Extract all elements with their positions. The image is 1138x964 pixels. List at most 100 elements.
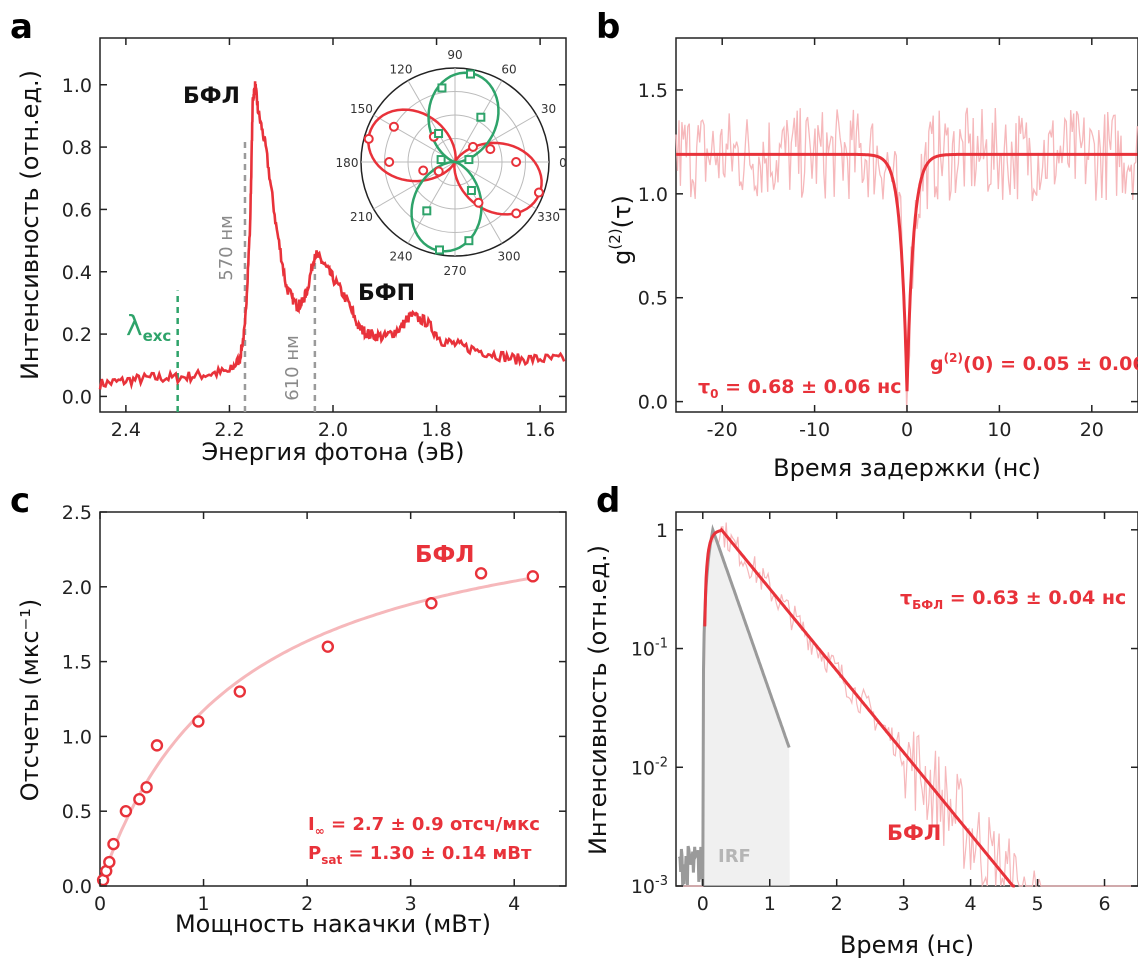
x-tick-label: 1.8 [421, 419, 451, 441]
y-tick-label: 0.0 [62, 876, 92, 898]
polar-inset: 0 30 60 90 120 150 180 210 240 270 300 330 [336, 48, 567, 278]
polar-green-point [436, 155, 446, 165]
ylabel-b: g(2)(τ) [606, 195, 636, 265]
i-inf-annotation: I∞ = 2.7 ± 0.9 отсч/мкс [308, 814, 540, 838]
g2-fit-line [676, 152, 1138, 392]
x-tick-label: 2 [831, 893, 843, 915]
plot-frame-d [675, 511, 1138, 887]
y-tick-label: 0.2 [62, 324, 92, 346]
x-tick-label: 0 [94, 893, 106, 915]
polar-angle-label: 240 [390, 250, 413, 264]
x-tick-label: 20 [1080, 419, 1104, 441]
polar-green-point [434, 129, 444, 139]
tau-bfl-value: = 0.63 ± 0.04 нс [943, 587, 1126, 609]
ylabel-b-main: g [608, 250, 636, 265]
y-tick-label: 1 [656, 520, 668, 542]
saturation-point [150, 739, 164, 752]
g20-value: (0) = 0.05 ± 0.06 [963, 353, 1138, 375]
polar-angle-label: 120 [390, 62, 413, 76]
y-tick-exp: -3 [655, 874, 668, 889]
p-sat-subscript: sat [321, 853, 342, 867]
polar-angle-label: 330 [537, 210, 560, 224]
series-label-c: БФЛ [415, 542, 474, 568]
p-sat-value: = 1.30 ± 0.14 мВт [342, 843, 532, 864]
polar-spoke [454, 114, 537, 163]
i-inf-subscript: ∞ [315, 824, 325, 838]
x-tick-label: 0 [697, 893, 709, 915]
tau0-symbol: τ [698, 376, 710, 398]
y-tick-label: 1.5 [638, 80, 668, 102]
polar-green-point [466, 185, 476, 195]
y-tick-label: 0.5 [62, 801, 92, 823]
y-tick-label: 1.0 [62, 75, 92, 97]
x-tick-label: 2 [301, 893, 313, 915]
g20-sup: (2) [944, 351, 963, 365]
x-tick-label: 10 [987, 419, 1011, 441]
x-tick-label: -20 [707, 419, 738, 441]
y-tick-base: 10 [631, 757, 655, 779]
polar-red-point [511, 208, 522, 219]
tau0-subscript: 0 [710, 387, 718, 401]
panel-label-c: c [10, 481, 30, 521]
ylabel-a: Интенсивность (отн.ед.) [16, 70, 44, 380]
polar-red-point [468, 141, 479, 152]
saturation-point [140, 781, 153, 794]
g20-symbol: g [930, 353, 944, 375]
g20-annotation: g(2)(0) = 0.05 ± 0.06 [930, 351, 1138, 375]
polar-red-point [485, 144, 496, 155]
xlabel-d: Время (нс) [840, 931, 974, 959]
y-tick-label: 10-1 [631, 637, 668, 661]
saturation-point [233, 685, 247, 698]
y-tick-label: 1.0 [62, 726, 92, 748]
xlabel-c: Мощность накачки (мВт) [175, 910, 491, 938]
y-tick-label: 10-2 [631, 755, 668, 779]
y-tick-label: 0.5 [638, 288, 668, 310]
y-tick-label: 0.0 [62, 386, 92, 408]
y-tick-label: 0.6 [62, 199, 92, 221]
polar-angle-label: 30 [541, 102, 556, 116]
tau0-value: = 0.68 ± 0.06 нс [719, 376, 902, 398]
x-tick-label: 2.2 [214, 419, 244, 441]
peak-label-bfl: БФЛ [183, 84, 240, 109]
polar-red-point [533, 187, 544, 198]
ylabel-b-tail: (τ) [608, 195, 636, 228]
polar-green-point [422, 206, 432, 216]
lambda-subscript: exc [143, 327, 172, 345]
x-tick-label: 4 [508, 893, 520, 915]
tau-bfl-symbol: τ [900, 587, 912, 609]
ylabel-c: Отсчеты (мкс⁻¹) [16, 599, 44, 801]
polar-angle-label: 300 [498, 250, 521, 264]
y-tick-label: 1.5 [62, 652, 92, 674]
polar-angle-label: 210 [350, 210, 373, 224]
irf-line [677, 523, 791, 887]
panel-label-d: d [596, 481, 620, 521]
x-tick-label: 6 [1098, 893, 1110, 915]
polar-red-point [384, 157, 395, 167]
saturation-point [133, 793, 146, 806]
irf-label: IRF [718, 846, 751, 867]
y-tick-exp: -2 [655, 755, 668, 770]
saturation-points [96, 567, 540, 887]
spectrum-line [98, 81, 566, 391]
polar-angle-label: 150 [350, 102, 373, 116]
tau0-annotation: τ0 = 0.68 ± 0.06 нс [698, 376, 902, 401]
lambda-symbol: λ [126, 309, 143, 342]
polar-green-point [464, 236, 474, 246]
polar-red-point [433, 166, 444, 177]
i-inf-symbol: I [308, 814, 315, 835]
polar-red-point [511, 157, 522, 167]
polar-red-point [363, 133, 374, 144]
ticks-b: -20 -10 0 10 20 0.0 0.5 1.0 1.5 [638, 38, 1138, 441]
lambda-exc-label: λexc [126, 309, 171, 345]
panel-a: a 2.4 2.2 2.0 1.8 1.6 0.0 0.2 0.4 0.6 0.8 1.0 Энер… [10, 7, 567, 466]
saturation-point [321, 640, 335, 653]
polar-angle-label: 0 [559, 156, 567, 170]
y-tick-label: 2.5 [62, 502, 92, 524]
y-tick-label: 2.0 [62, 577, 92, 599]
ticks-c: 0 1 2 3 4 0.0 0.5 1.0 1.5 2.0 2.5 [62, 502, 566, 915]
x-tick-label: 5 [1032, 893, 1044, 915]
polar-angle-label: 90 [447, 48, 462, 62]
x-tick-label: 1 [198, 893, 210, 915]
x-tick-label: 0 [901, 419, 913, 441]
series-label-d: БФЛ [887, 821, 941, 845]
